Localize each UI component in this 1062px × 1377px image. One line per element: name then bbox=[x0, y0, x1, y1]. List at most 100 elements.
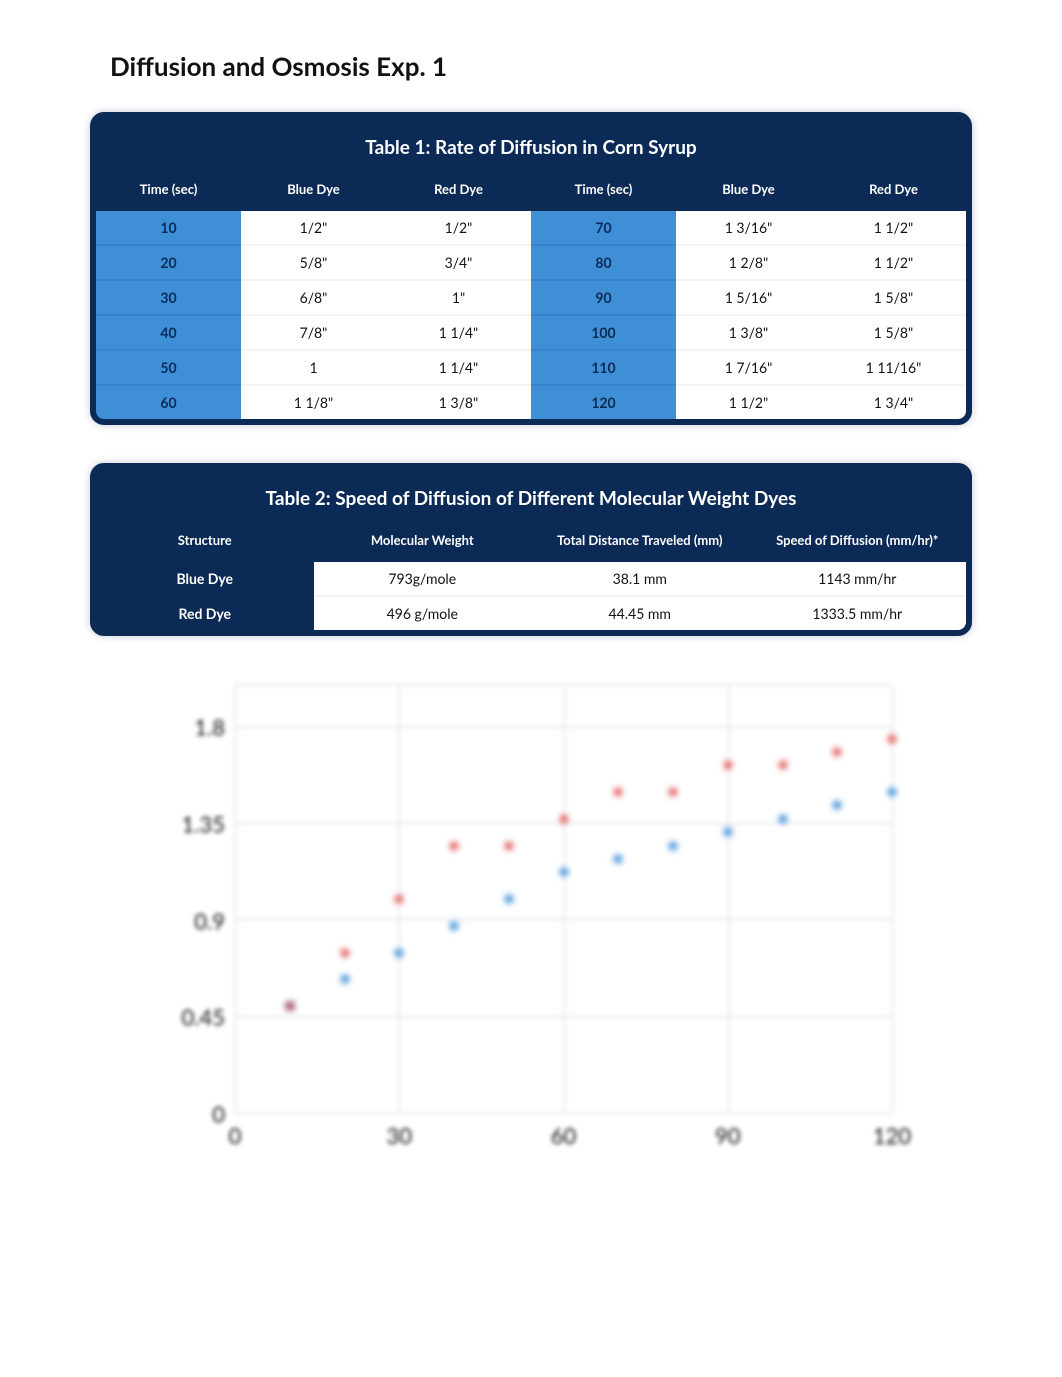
chart-ytick: 1.8 bbox=[150, 714, 225, 741]
table2: StructureMolecular WeightTotal Distance … bbox=[96, 520, 966, 630]
chart-point bbox=[833, 801, 841, 809]
data-cell: 1 1/4" bbox=[386, 315, 531, 350]
chart-point bbox=[395, 949, 403, 957]
chart-xtick: 120 bbox=[873, 1122, 911, 1154]
time-cell: 50 bbox=[96, 350, 241, 385]
data-cell: 496 g/mole bbox=[314, 596, 532, 630]
table-row: 5011 1/4"1101 7/16"1 11/16" bbox=[96, 350, 966, 385]
time-cell: 80 bbox=[531, 245, 676, 280]
table-row: 601 1/8"1 3/8"1201 1/2"1 3/4" bbox=[96, 385, 966, 419]
data-cell: 1/2" bbox=[241, 211, 386, 245]
chart-point bbox=[286, 1002, 294, 1010]
time-cell: 10 bbox=[96, 211, 241, 245]
time-cell: 20 bbox=[96, 245, 241, 280]
table2-card: Table 2: Speed of Diffusion of Different… bbox=[90, 463, 972, 636]
chart-point bbox=[505, 842, 513, 850]
chart-xtick: 30 bbox=[386, 1122, 412, 1154]
chart-point bbox=[450, 842, 458, 850]
table1-header: Time (sec) bbox=[531, 169, 676, 211]
chart-xtick: 90 bbox=[715, 1122, 741, 1154]
chart-ytick: 1.35 bbox=[150, 810, 225, 837]
time-cell: 70 bbox=[531, 211, 676, 245]
chart-point bbox=[341, 949, 349, 957]
table1-header: Blue Dye bbox=[241, 169, 386, 211]
data-cell: 1 5/16" bbox=[676, 280, 821, 315]
table-row: 101/2"1/2"701 3/16"1 1/2" bbox=[96, 211, 966, 245]
page-title: Diffusion and Osmosis Exp. 1 bbox=[110, 50, 972, 82]
data-cell: 1 3/8" bbox=[386, 385, 531, 419]
chart-point bbox=[450, 922, 458, 930]
chart-gridline bbox=[728, 685, 729, 1113]
table2-header: Speed of Diffusion (mm/hr)* bbox=[749, 520, 967, 562]
chart-ytick: 0 bbox=[150, 1101, 225, 1128]
chart-point bbox=[669, 788, 677, 796]
chart-point bbox=[395, 895, 403, 903]
time-cell: 100 bbox=[531, 315, 676, 350]
chart-point bbox=[888, 788, 896, 796]
time-cell: 90 bbox=[531, 280, 676, 315]
table-row: 306/8"1"901 5/16"1 5/8" bbox=[96, 280, 966, 315]
table1-header: Time (sec) bbox=[96, 169, 241, 211]
structure-cell: Blue Dye bbox=[96, 562, 314, 596]
data-cell: 1 1/4" bbox=[386, 350, 531, 385]
table-row: 407/8"1 1/4"1001 3/8"1 5/8" bbox=[96, 315, 966, 350]
table1: Time (sec)Blue DyeRed DyeTime (sec)Blue … bbox=[96, 169, 966, 419]
table1-header: Red Dye bbox=[386, 169, 531, 211]
chart-point bbox=[888, 735, 896, 743]
data-cell: 1 1/2" bbox=[676, 385, 821, 419]
table1-card: Table 1: Rate of Diffusion in Corn Syrup… bbox=[90, 112, 972, 425]
data-cell: 1 bbox=[241, 350, 386, 385]
data-cell: 3/4" bbox=[386, 245, 531, 280]
chart-xtick: 60 bbox=[551, 1122, 577, 1154]
chart-point bbox=[779, 815, 787, 823]
data-cell: 44.45 mm bbox=[531, 596, 749, 630]
chart-point bbox=[669, 842, 677, 850]
time-cell: 40 bbox=[96, 315, 241, 350]
chart-point bbox=[779, 761, 787, 769]
table-row: Red Dye496 g/mole44.45 mm1333.5 mm/hr bbox=[96, 596, 966, 630]
data-cell: 1 3/8" bbox=[676, 315, 821, 350]
table2-header: Structure bbox=[96, 520, 314, 562]
chart-point bbox=[341, 975, 349, 983]
data-cell: 1 1/8" bbox=[241, 385, 386, 419]
table1-header: Blue Dye bbox=[676, 169, 821, 211]
data-cell: 1 3/16" bbox=[676, 211, 821, 245]
time-cell: 30 bbox=[96, 280, 241, 315]
chart-gridline bbox=[892, 685, 893, 1113]
table1-title: Table 1: Rate of Diffusion in Corn Syrup bbox=[96, 118, 966, 169]
table2-header: Molecular Weight bbox=[314, 520, 532, 562]
time-cell: 110 bbox=[531, 350, 676, 385]
data-cell: 38.1 mm bbox=[531, 562, 749, 596]
structure-cell: Red Dye bbox=[96, 596, 314, 630]
chart-xtick: 0 bbox=[229, 1122, 242, 1154]
data-cell: 1 5/8" bbox=[821, 315, 966, 350]
data-cell: 1 1/2" bbox=[821, 245, 966, 280]
data-cell: 1 2/8" bbox=[676, 245, 821, 280]
data-cell: 1 1/2" bbox=[821, 211, 966, 245]
data-cell: 7/8" bbox=[241, 315, 386, 350]
time-cell: 120 bbox=[531, 385, 676, 419]
table-row: 205/8"3/4"801 2/8"1 1/2" bbox=[96, 245, 966, 280]
chart-point bbox=[560, 815, 568, 823]
table1-header: Red Dye bbox=[821, 169, 966, 211]
data-cell: 1" bbox=[386, 280, 531, 315]
chart-point bbox=[724, 761, 732, 769]
chart-point bbox=[560, 868, 568, 876]
chart-gridline bbox=[564, 685, 565, 1113]
chart-point bbox=[614, 788, 622, 796]
table2-title: Table 2: Speed of Diffusion of Different… bbox=[96, 469, 966, 520]
data-cell: 1 11/16" bbox=[821, 350, 966, 385]
table2-header: Total Distance Traveled (mm) bbox=[531, 520, 749, 562]
chart-point bbox=[724, 828, 732, 836]
chart-ytick: 0.45 bbox=[150, 1004, 225, 1031]
chart-point bbox=[505, 895, 513, 903]
data-cell: 1 5/8" bbox=[821, 280, 966, 315]
chart-point bbox=[833, 748, 841, 756]
table-row: Blue Dye793g/mole38.1 mm1143 mm/hr bbox=[96, 562, 966, 596]
chart-ytick: 0.9 bbox=[150, 907, 225, 934]
time-cell: 60 bbox=[96, 385, 241, 419]
chart-point bbox=[614, 855, 622, 863]
chart-gridline bbox=[235, 685, 236, 1113]
data-cell: 1 3/4" bbox=[821, 385, 966, 419]
data-cell: 1/2" bbox=[386, 211, 531, 245]
